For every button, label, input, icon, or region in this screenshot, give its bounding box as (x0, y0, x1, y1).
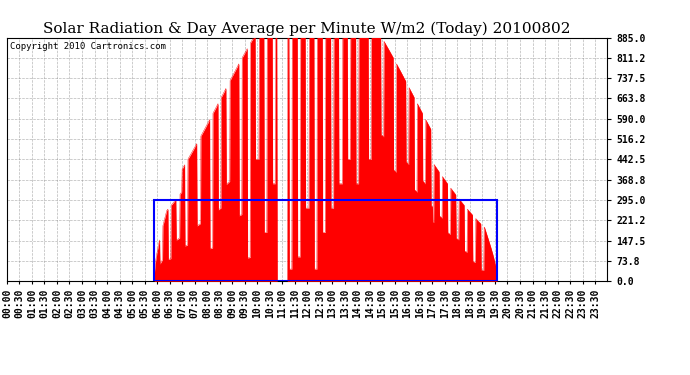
Text: Copyright 2010 Cartronics.com: Copyright 2010 Cartronics.com (10, 42, 166, 51)
Title: Solar Radiation & Day Average per Minute W/m2 (Today) 20100802: Solar Radiation & Day Average per Minute… (43, 22, 571, 36)
Bar (154, 200, 497, 281)
